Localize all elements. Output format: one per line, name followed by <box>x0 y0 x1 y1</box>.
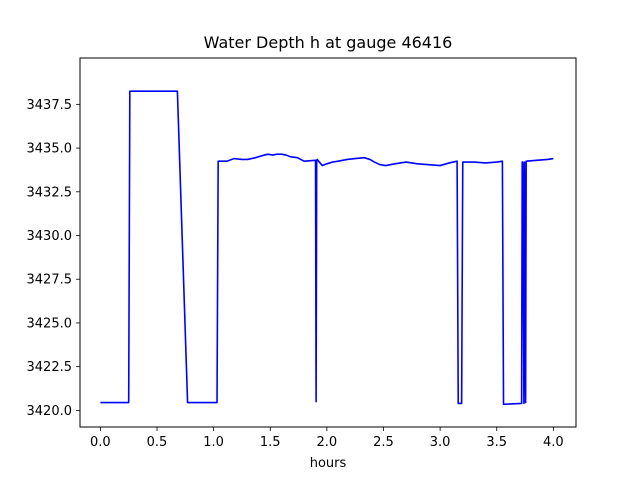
y-tick-label: 3420.0 <box>27 404 73 419</box>
x-tick-label: 3.0 <box>430 435 451 450</box>
y-axis: 3420.0 3422.5 3425.0 3427.5 3430.0 3432.5 3435… <box>27 98 80 419</box>
x-tick-label: 0.0 <box>90 435 111 450</box>
y-tick-label: 3422.5 <box>27 360 73 375</box>
x-tick-label: 2.0 <box>317 435 338 450</box>
y-tick-label: 3430.0 <box>27 229 73 244</box>
x-tick-label: 1.0 <box>203 435 224 450</box>
x-tick-label: 1.5 <box>260 435 281 450</box>
axes-frame <box>79 57 577 428</box>
x-tick-label: 4.0 <box>543 435 564 450</box>
plot-area: 0.0 0.5 1.0 1.5 2.0 2.5 3.0 3.5 4.0 3420.0 3422.5… <box>27 57 577 450</box>
y-tick-label: 3437.5 <box>27 98 73 113</box>
x-axis: 0.0 0.5 1.0 1.5 2.0 2.5 3.0 3.5 4.0 <box>90 427 564 450</box>
x-axis-title: hours <box>310 456 347 471</box>
y-tick-label: 3435.0 <box>27 142 73 157</box>
x-tick-label: 3.5 <box>486 435 507 450</box>
chart-title: Water Depth h at gauge 46416 <box>204 33 453 52</box>
y-tick-label: 3432.5 <box>27 185 73 200</box>
y-tick-label: 3427.5 <box>27 273 73 288</box>
series-line-water-depth <box>100 90 554 406</box>
x-tick-label: 0.5 <box>147 435 168 450</box>
y-tick-label: 3425.0 <box>27 316 73 331</box>
x-tick-label: 2.5 <box>373 435 394 450</box>
